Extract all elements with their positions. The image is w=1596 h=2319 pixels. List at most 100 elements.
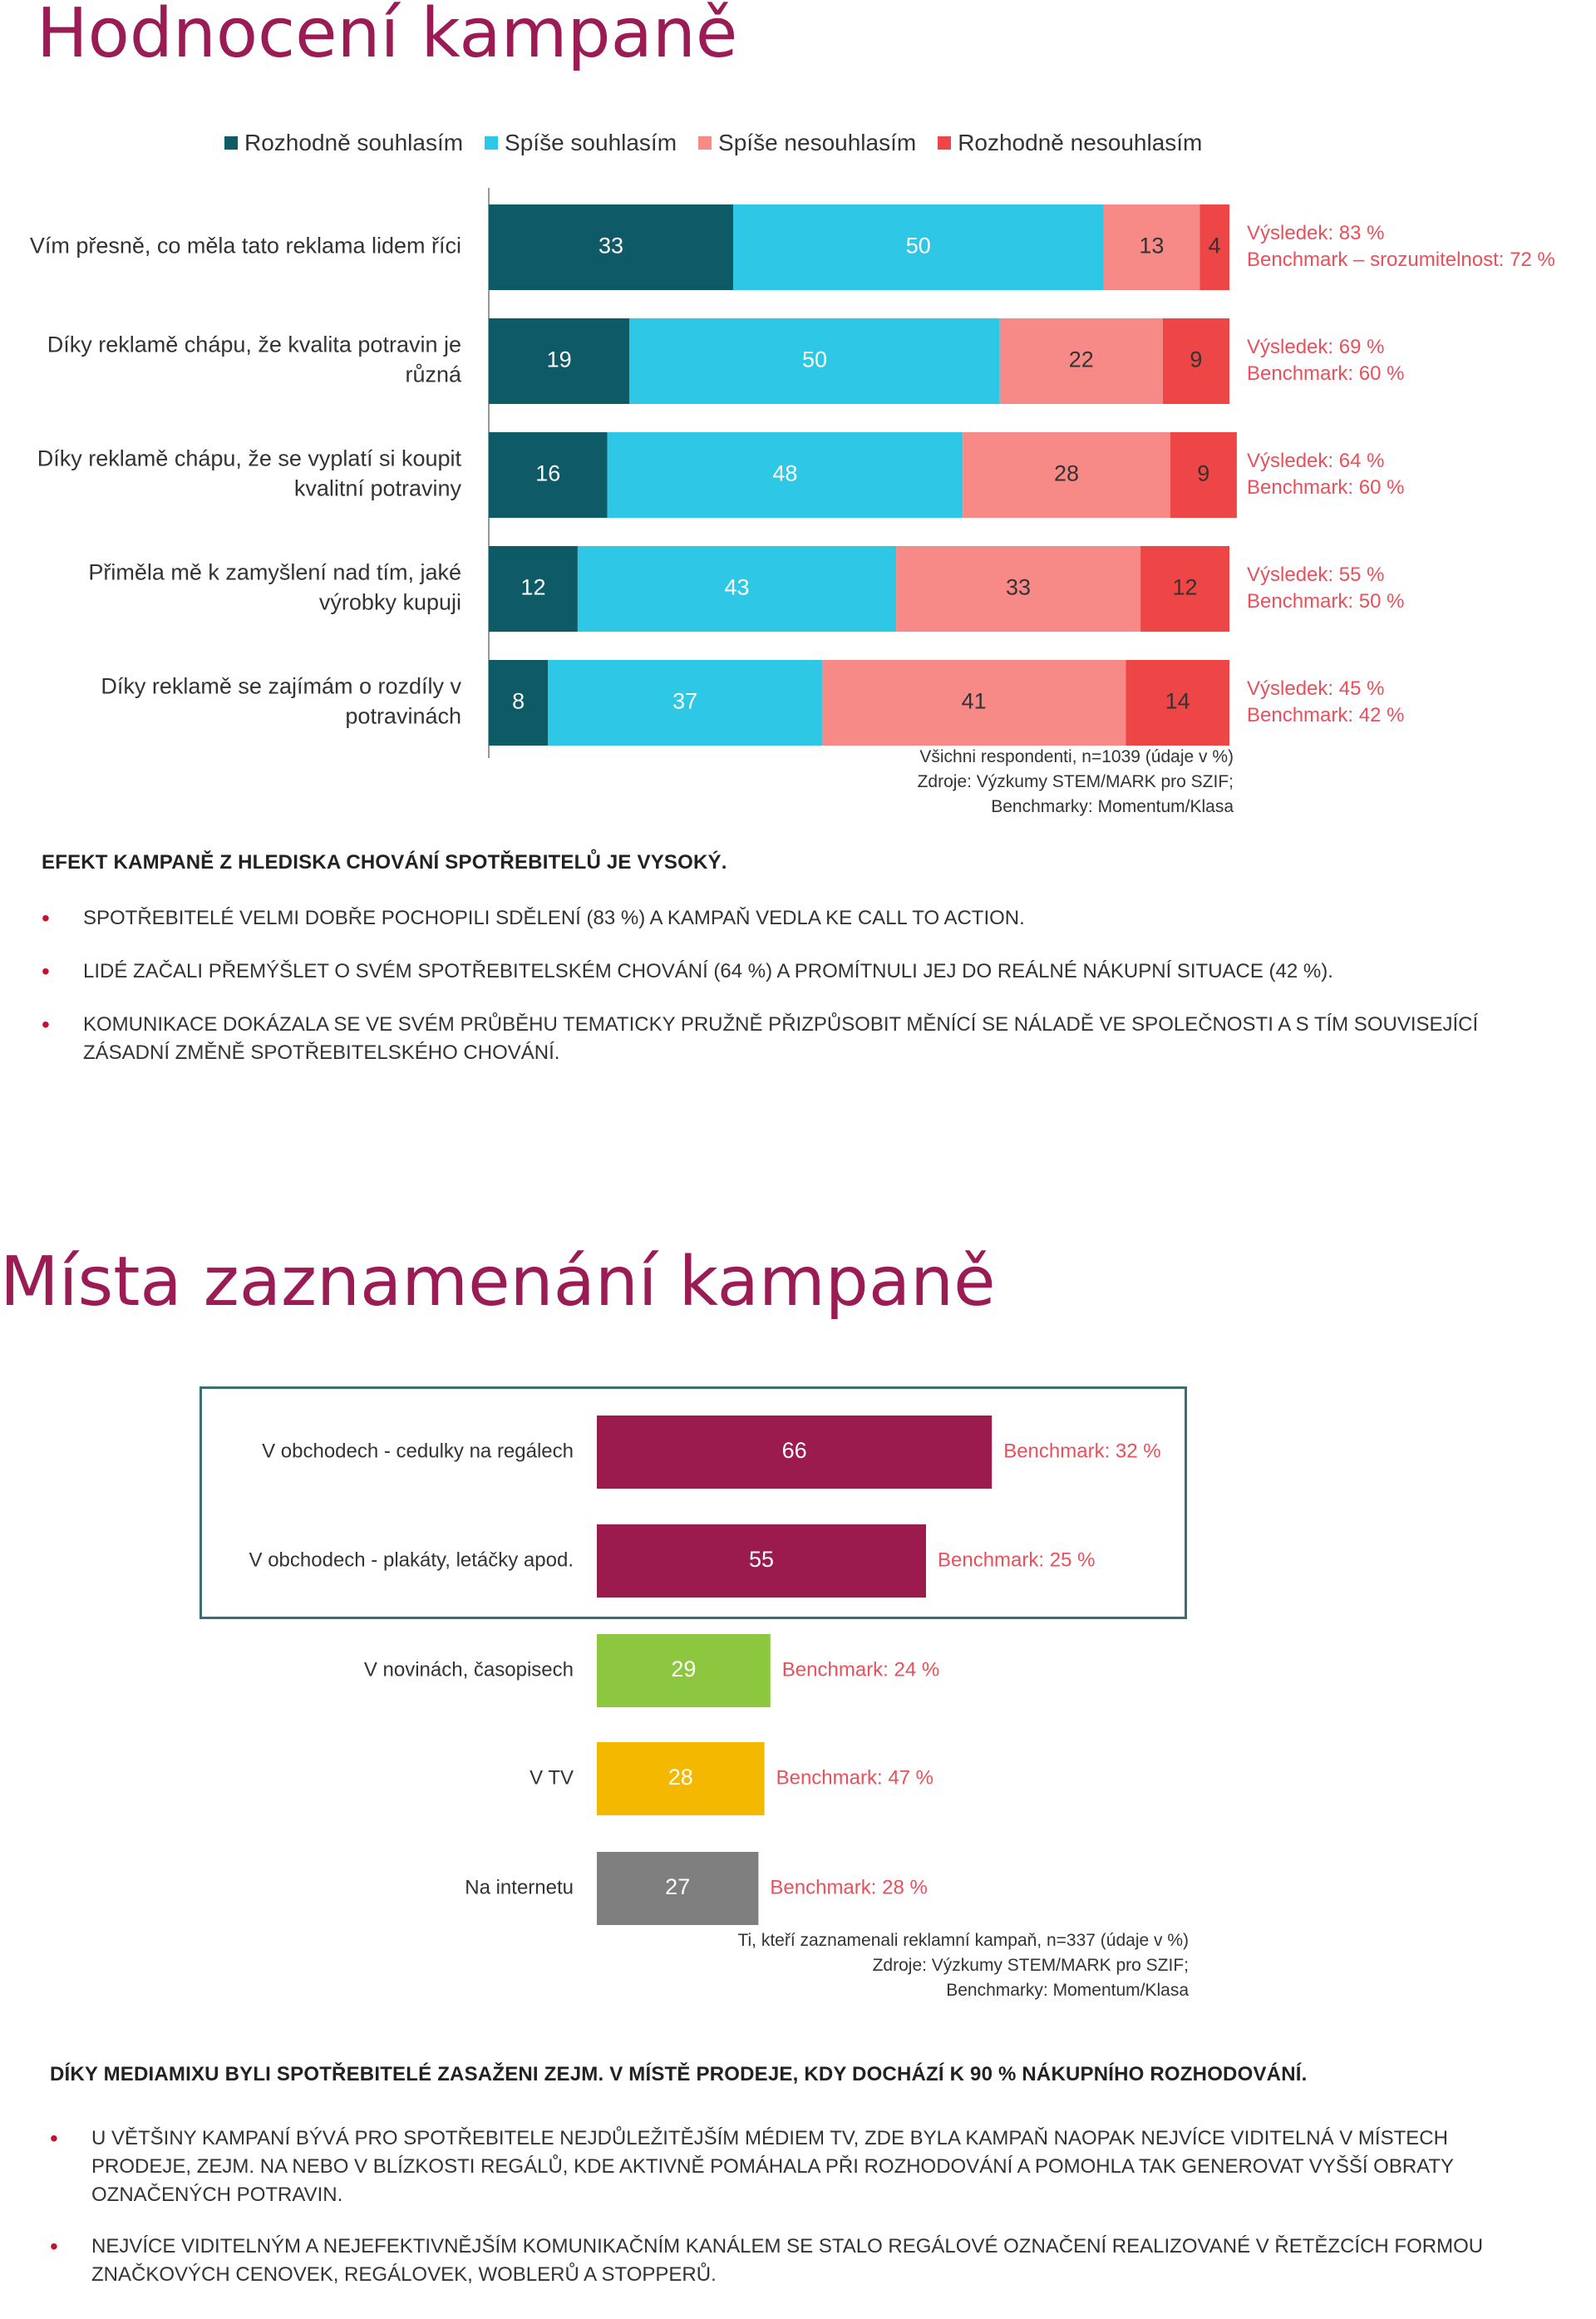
result-annotation: Výsledek: 45 % bbox=[1247, 677, 1384, 700]
bar-segment bbox=[489, 318, 630, 404]
bar-segment bbox=[733, 204, 1104, 290]
bar-segment bbox=[548, 660, 822, 746]
category-label-line: Díky reklamě se zajímám o rozdíly v bbox=[101, 674, 461, 699]
bar-segment bbox=[1103, 204, 1200, 290]
category-label: V obchodech - plakáty, letáčky apod. bbox=[249, 1548, 574, 1571]
section-title: Místa zaznamenání kampaně bbox=[0, 1243, 996, 1322]
source-line: Benchmarky: Momentum/Klasa bbox=[991, 797, 1234, 816]
data-label: 22 bbox=[1069, 347, 1094, 372]
bar bbox=[597, 1524, 926, 1598]
category-label-line: Vím přesně, co měla tato reklama lidem ř… bbox=[30, 234, 461, 258]
legend-swatch bbox=[698, 136, 712, 150]
category-label-line: výrobky kupuji bbox=[313, 590, 461, 615]
legend-swatch bbox=[224, 136, 238, 150]
summary-heading: EFEKT KAMPANĚ Z HLEDISKA CHOVÁNÍ SPOTŘEB… bbox=[42, 851, 727, 874]
data-label: 41 bbox=[962, 689, 987, 714]
result-annotation: Výsledek: 83 % bbox=[1247, 222, 1384, 244]
data-label: 8 bbox=[512, 689, 525, 714]
bar-segment bbox=[1126, 660, 1229, 746]
result-annotation: Výsledek: 64 % bbox=[1247, 450, 1384, 472]
legend-swatch bbox=[485, 136, 499, 150]
legend-item: Rozhodně nesouhlasím bbox=[938, 130, 1202, 156]
bar-segment bbox=[1199, 204, 1229, 290]
benchmark-annotation: Benchmark – srozumitelnost: 72 % bbox=[1247, 249, 1555, 271]
data-label: 55 bbox=[749, 1547, 774, 1572]
result-annotation: Výsledek: 69 % bbox=[1247, 336, 1384, 358]
data-label: 48 bbox=[772, 461, 797, 486]
legend-label: Rozhodně nesouhlasím bbox=[958, 130, 1203, 155]
source-line: Ti, kteří zaznamenali reklamní kampaň, n… bbox=[737, 1931, 1189, 1950]
category-label-line: Díky reklamě chápu, že kvalita potravin … bbox=[47, 332, 461, 357]
benchmark-annotation: Benchmark: 60 % bbox=[1247, 362, 1404, 385]
category-label-line: kvalitní potraviny bbox=[288, 476, 461, 501]
category-label-line: Přiměla mě k zamyšlení nad tím, jaké bbox=[88, 560, 461, 585]
data-label: 66 bbox=[782, 1438, 807, 1463]
bar-segment bbox=[489, 432, 608, 518]
summary-list: U VĚTŠINY KAMPANÍ BÝVÁ PRO SPOTŘEBITELE … bbox=[50, 2125, 1496, 2312]
summary-item: U VĚTŠINY KAMPANÍ BÝVÁ PRO SPOTŘEBITELE … bbox=[50, 2125, 1496, 2209]
bar bbox=[597, 1416, 993, 1489]
bar-segment bbox=[821, 660, 1126, 746]
data-label: 37 bbox=[672, 689, 697, 714]
summary-list: SPOTŘEBITELÉ VELMI DOBŘE POCHOPILI SDĚLE… bbox=[42, 904, 1480, 1092]
category-label-line: Díky reklamě chápu, že se vyplatí si kou… bbox=[37, 446, 462, 471]
bar-segment bbox=[607, 432, 963, 518]
category-label: V TV bbox=[530, 1766, 574, 1789]
source-line: Zdroje: Výzkumy STEM/MARK pro SZIF; bbox=[872, 1956, 1189, 1975]
bar bbox=[597, 1742, 765, 1815]
data-label: 12 bbox=[1173, 575, 1198, 600]
data-label: 28 bbox=[668, 1765, 693, 1790]
summary-item: KOMUNIKACE DOKÁZALA SE VE SVÉM PRŮBĚHU T… bbox=[42, 1011, 1480, 1067]
bar bbox=[597, 1852, 759, 1925]
chart-legend: Rozhodně souhlasím Spíše souhlasím Spíše n… bbox=[224, 126, 1224, 160]
benchmark-label: Benchmark: 24 % bbox=[782, 1658, 939, 1681]
benchmark-label: Benchmark: 47 % bbox=[776, 1766, 933, 1789]
stacked-bar-chart: Vím přesně, co měla tato reklama lidem ř… bbox=[30, 188, 1555, 758]
category-label-line: různá bbox=[399, 362, 462, 387]
data-label: 29 bbox=[671, 1657, 696, 1681]
category-label: Díky reklamě se zajímám o rozdíly v potr… bbox=[101, 674, 461, 729]
category-label: Přiměla mě k zamyšlení nad tím, jaké výr… bbox=[88, 560, 461, 615]
bar-segment bbox=[896, 546, 1141, 632]
bar-segment bbox=[963, 432, 1170, 518]
bar-segment bbox=[1140, 546, 1229, 632]
data-label: 9 bbox=[1190, 347, 1202, 372]
data-label: 14 bbox=[1165, 689, 1190, 714]
chart-source-note: Všichni respondenti, n=1039 (údaje v %) … bbox=[748, 745, 1234, 820]
category-label: Díky reklamě chápu, že kvalita potravin … bbox=[47, 332, 462, 387]
legend-label: Spíše nesouhlasím bbox=[718, 130, 917, 155]
source-line: Benchmarky: Momentum/Klasa bbox=[946, 1981, 1189, 2000]
bar-segment bbox=[489, 660, 549, 746]
data-label: 28 bbox=[1054, 461, 1079, 486]
category-label: V obchodech - cedulky na regálech bbox=[262, 1440, 574, 1462]
data-label: 9 bbox=[1197, 461, 1209, 486]
section-title: Hodnocení kampaně bbox=[37, 0, 738, 73]
category-label: Na internetu bbox=[465, 1876, 574, 1898]
bar-segment bbox=[489, 204, 734, 290]
category-label: Vím přesně, co měla tato reklama lidem ř… bbox=[30, 234, 461, 258]
data-label: 33 bbox=[1006, 575, 1031, 600]
benchmark-label: Benchmark: 25 % bbox=[938, 1548, 1095, 1571]
summary-item: SPOTŘEBITELÉ VELMI DOBŘE POCHOPILI SDĚLE… bbox=[42, 904, 1480, 933]
benchmark-annotation: Benchmark: 60 % bbox=[1247, 476, 1404, 499]
data-label: 50 bbox=[906, 234, 931, 258]
bar-segment bbox=[489, 546, 578, 632]
benchmark-label: Benchmark: 32 % bbox=[1003, 1440, 1160, 1462]
category-label: V novinách, časopisech bbox=[364, 1658, 574, 1681]
bar-segment bbox=[1170, 432, 1237, 518]
legend-item: Spíše nesouhlasím bbox=[698, 130, 916, 156]
data-label: 19 bbox=[547, 347, 572, 372]
legend-label: Rozhodně souhlasím bbox=[244, 130, 464, 155]
data-label: 50 bbox=[802, 347, 827, 372]
bar bbox=[597, 1634, 771, 1707]
chart-source-note: Ti, kteří zaznamenali reklamní kampaň, n… bbox=[582, 1928, 1189, 2003]
legend-item: Rozhodně souhlasím bbox=[224, 130, 463, 156]
data-label: 27 bbox=[665, 1874, 690, 1899]
data-label: 16 bbox=[535, 461, 560, 486]
source-line: Všichni respondenti, n=1039 (údaje v %) bbox=[919, 747, 1234, 766]
legend-swatch bbox=[938, 136, 952, 150]
data-label: 13 bbox=[1139, 234, 1164, 258]
data-label: 12 bbox=[520, 575, 545, 600]
legend-item: Spíše souhlasím bbox=[485, 130, 677, 156]
